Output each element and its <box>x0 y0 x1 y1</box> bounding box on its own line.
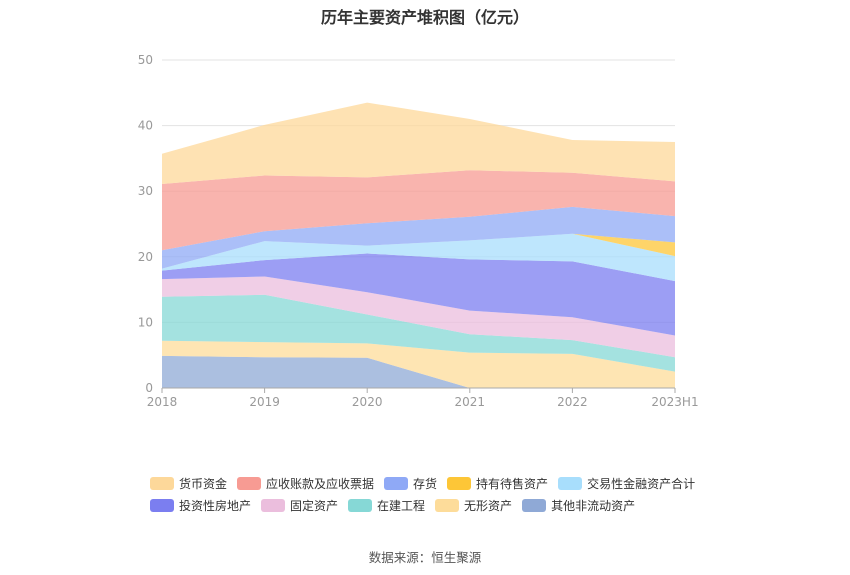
area-固定资产 <box>162 276 675 358</box>
legend: 货币资金 应收账款及应收票据 存货 持有待售资产 交易性金融资产合计 投资性房地产 固定资… <box>150 472 750 516</box>
x-tick-label: 2022 <box>557 395 588 409</box>
x-tick-label: 2021 <box>455 395 486 409</box>
legend-swatch <box>150 498 174 512</box>
legend-swatch <box>522 498 547 512</box>
legend-item[interactable]: 存货 <box>384 475 437 492</box>
area-其他非流动资产 <box>162 355 675 388</box>
legend-swatch <box>237 476 262 490</box>
x-tick-label: 2023H1 <box>651 395 698 409</box>
y-tick-label: 30 <box>138 184 153 198</box>
legend-swatch <box>447 476 472 490</box>
legend-swatch <box>150 476 174 490</box>
legend-label: 投资性房地产 <box>179 498 252 513</box>
legend-swatch <box>348 498 373 512</box>
area-货币资金 <box>162 102 675 184</box>
data-source-note: 数据来源：恒生聚源 <box>368 550 482 565</box>
legend-item[interactable]: 货币资金 <box>150 475 227 492</box>
legend-item[interactable]: 在建工程 <box>348 497 425 514</box>
legend-swatch <box>384 476 409 490</box>
area-交易性金融资产合计 <box>162 233 675 282</box>
legend-label: 货币资金 <box>179 476 228 491</box>
y-tick-label: 40 <box>138 119 153 133</box>
legend-item[interactable]: 应收账款及应收票据 <box>237 475 374 492</box>
legend-label: 交易性金融资产合计 <box>587 476 696 491</box>
legend-row: 货币资金 应收账款及应收票据 存货 持有待售资产 交易性金融资产合计 <box>150 472 750 494</box>
legend-label: 无形资产 <box>464 498 513 513</box>
area-series <box>162 102 675 388</box>
area-存货 <box>162 206 675 269</box>
legend-item[interactable]: 其他非流动资产 <box>522 497 635 514</box>
legend-item[interactable]: 交易性金融资产合计 <box>558 475 695 492</box>
legend-item[interactable]: 持有待售资产 <box>447 475 548 492</box>
legend-swatch <box>435 498 460 512</box>
legend-label: 存货 <box>413 476 438 491</box>
legend-item[interactable]: 无形资产 <box>435 497 512 514</box>
area-投资性房地产 <box>162 253 675 336</box>
legend-label: 固定资产 <box>290 498 339 513</box>
legend-swatch <box>558 476 583 490</box>
y-tick-label: 0 <box>145 381 153 395</box>
area-应收账款及应收票据 <box>162 170 675 251</box>
y-tick-label: 20 <box>138 250 153 264</box>
axes: 0 10 20 30 40 50 2018 2019 2020 2021 2022 2023H1 <box>138 53 699 409</box>
legend-label: 应收账款及应收票据 <box>266 476 375 491</box>
y-tick-label: 50 <box>138 53 153 67</box>
legend-item[interactable]: 投资性房地产 <box>150 497 251 514</box>
area-无形资产 <box>162 340 675 388</box>
legend-swatch <box>261 498 286 512</box>
y-tick-label: 10 <box>138 315 153 329</box>
legend-row: 投资性房地产 固定资产 在建工程 无形资产 其他非流动资产 <box>150 494 750 516</box>
legend-label: 其他非流动资产 <box>551 498 636 513</box>
x-tick-label: 2019 <box>249 395 280 409</box>
legend-item[interactable]: 固定资产 <box>261 497 338 514</box>
chart-title: 历年主要资产堆积图（亿元） <box>320 8 529 27</box>
legend-label: 持有待售资产 <box>476 476 549 491</box>
x-tick-label: 2020 <box>352 395 383 409</box>
area-在建工程 <box>162 294 675 372</box>
legend-label: 在建工程 <box>377 498 426 513</box>
x-tick-label: 2018 <box>147 395 178 409</box>
